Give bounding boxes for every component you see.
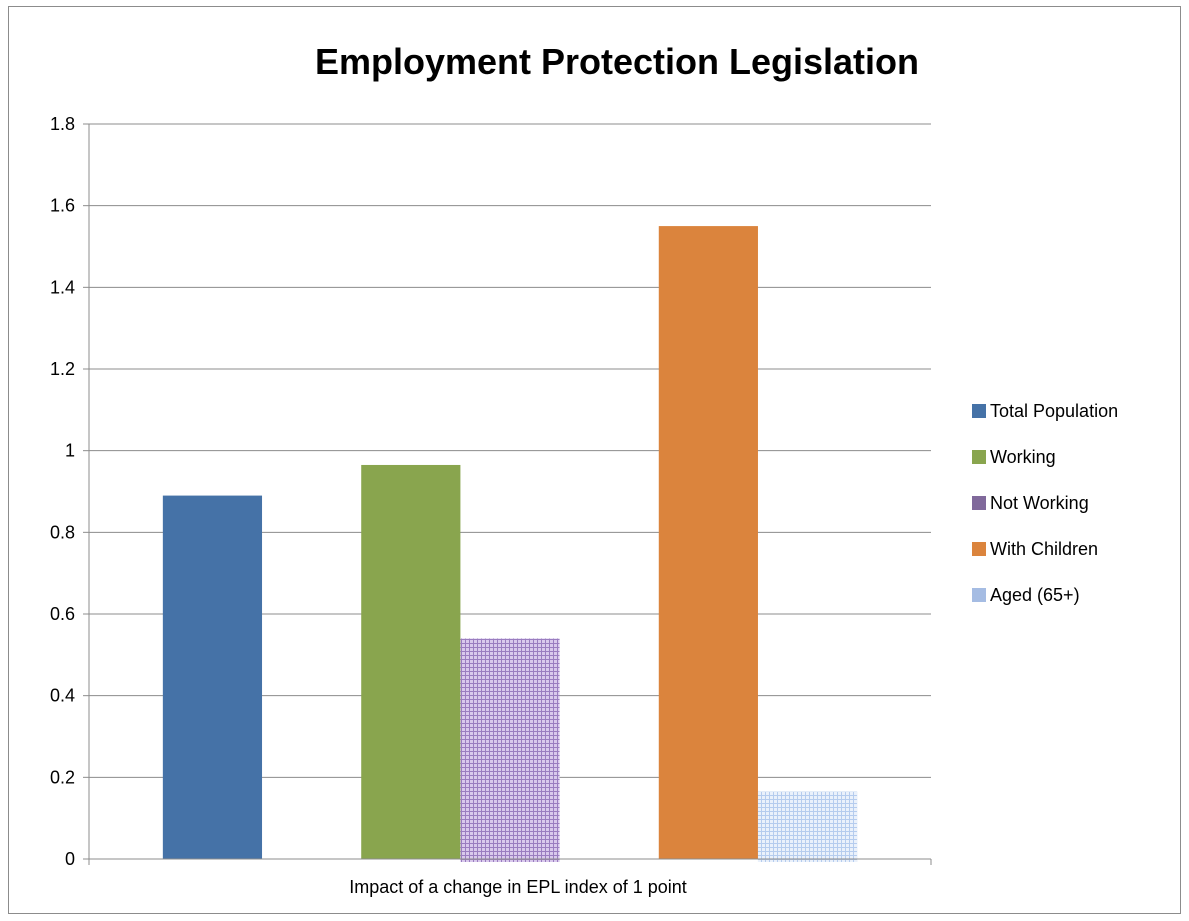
y-tick-label: 0.8 xyxy=(50,522,75,542)
legend-label: Working xyxy=(990,447,1056,467)
legend-swatch xyxy=(972,588,986,602)
y-tick-label: 1.2 xyxy=(50,359,75,379)
y-tick-label: 0.6 xyxy=(50,604,75,624)
bar-working xyxy=(361,464,461,859)
chart-frame: Employment Protection Legislation 0 0.2 0.… xyxy=(8,6,1181,914)
legend-label: With Children xyxy=(990,539,1098,559)
y-tick-label: 0 xyxy=(65,849,75,869)
y-tick-label: 0.4 xyxy=(50,686,75,706)
y-tick-label: 0.2 xyxy=(50,767,75,787)
bars xyxy=(162,226,858,862)
y-tick-label: 1 xyxy=(65,441,75,461)
y-tick-label: 1.6 xyxy=(50,196,75,216)
legend-swatch xyxy=(972,450,986,464)
y-tick-label: 1.4 xyxy=(50,277,75,297)
legend-swatch xyxy=(972,496,986,510)
y-tick-label: 1.8 xyxy=(50,114,75,134)
legend: Total Population Working Not Working With C… xyxy=(972,401,1118,605)
bar-with-children xyxy=(658,226,758,860)
legend-swatch xyxy=(972,404,986,418)
axes: 0 0.2 0.4 0.6 0.8 1 1.2 1.4 1.6 1.8 xyxy=(50,114,932,869)
bar-chart: Employment Protection Legislation 0 0.2 0.… xyxy=(50,41,1118,897)
legend-label: Total Population xyxy=(990,401,1118,421)
bar-total-population xyxy=(162,495,263,859)
legend-label: Not Working xyxy=(990,493,1089,513)
legend-label: Aged (65+) xyxy=(990,585,1080,605)
bar-aged-65 xyxy=(757,791,858,862)
chart-title: Employment Protection Legislation xyxy=(315,41,919,82)
legend-swatch xyxy=(972,542,986,556)
x-axis-label: Impact of a change in EPL index of 1 poi… xyxy=(349,877,687,897)
bar-not-working xyxy=(460,638,560,862)
